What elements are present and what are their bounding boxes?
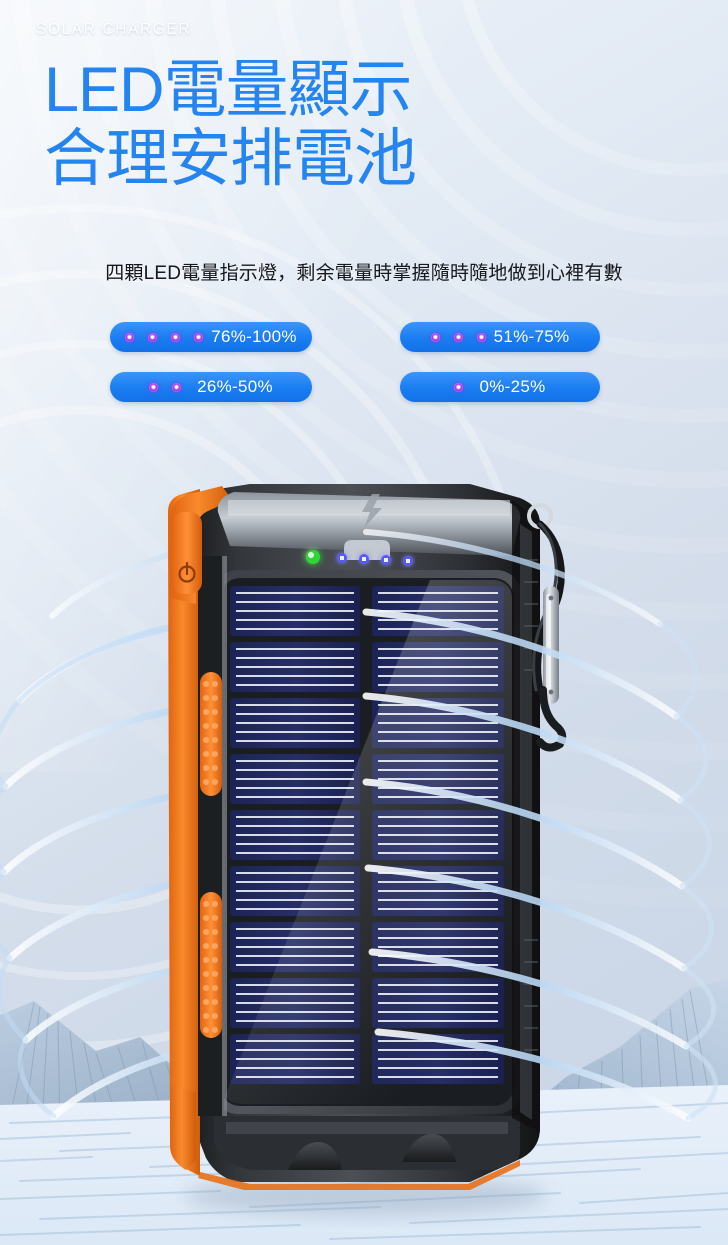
side-grip-pad — [200, 892, 222, 1038]
battery-level-pill: 76%-100% — [110, 322, 312, 352]
bottom-feet — [288, 1134, 456, 1170]
solar-cell-grid — [222, 580, 512, 1104]
subtitle-text: 四顆LED電量指示燈，剩余電量時掌握隨時隨地做到心裡有數 — [105, 263, 623, 284]
led-dot-group — [125, 332, 204, 342]
battery-level-label: 51%-75% — [493, 327, 570, 346]
led-dot-icon — [453, 332, 463, 342]
led-dot-group — [149, 382, 182, 392]
foot — [402, 1134, 456, 1162]
battery-level-pill: 0%-25% — [400, 372, 600, 402]
charge-led-icon — [359, 554, 369, 564]
kicker-text: SOLAR CHARGER — [36, 21, 192, 38]
status-led-green-icon — [306, 550, 320, 564]
orange-bottom-cap — [170, 1086, 196, 1170]
led-dot-icon — [171, 332, 181, 342]
charge-led-icon — [337, 553, 347, 563]
side-grip-pad — [200, 672, 222, 796]
led-dot-icon — [454, 382, 464, 392]
energy-spiral-right-loops — [657, 621, 718, 1121]
led-dot-icon — [194, 332, 204, 342]
led-dot-icon — [125, 332, 135, 342]
carabiner-clip-icon — [527, 503, 567, 752]
battery-level-legend: 76%-100% 51%-75% 26%-50% 0%-25% — [0, 322, 728, 416]
charge-led-icon — [403, 556, 413, 566]
right-edge-highlight — [520, 524, 532, 1120]
power-bank-body — [168, 484, 567, 1190]
page-title-line-2: 合理安排電池 — [44, 124, 417, 194]
led-dot-group — [454, 382, 464, 392]
page-title: LED電量顯示 合理安排電池 — [44, 55, 417, 194]
panel-gloss-highlight — [222, 580, 512, 1104]
charge-led-icon — [381, 555, 391, 565]
left-orange-edge — [168, 489, 200, 1176]
led-dot-icon — [172, 382, 182, 392]
led-indicator-row — [306, 550, 413, 566]
lower-lip-highlight — [226, 1122, 508, 1134]
page-title-line-1: LED電量顯示 — [44, 55, 413, 125]
led-dot-icon — [149, 382, 159, 392]
lightning-bolt-icon — [362, 494, 382, 528]
power-icon — [178, 561, 196, 583]
battery-level-pill: 51%-75% — [400, 322, 600, 352]
battery-level-label: 0%-25% — [479, 377, 546, 396]
led-dot-icon — [148, 332, 158, 342]
led-dot-icon — [476, 332, 486, 342]
energy-spiral-front — [362, 529, 692, 1122]
battery-level-label: 76%-100% — [211, 327, 297, 346]
port-cover-tab — [344, 540, 390, 560]
led-dot-icon — [430, 332, 440, 342]
battery-level-pill: 26%-50% — [110, 372, 312, 402]
led-dot-group — [430, 332, 486, 342]
bottom-orange-sliver — [198, 1160, 520, 1190]
battery-level-label: 26%-50% — [197, 377, 273, 396]
power-button[interactable] — [172, 512, 202, 594]
foot — [288, 1142, 342, 1170]
